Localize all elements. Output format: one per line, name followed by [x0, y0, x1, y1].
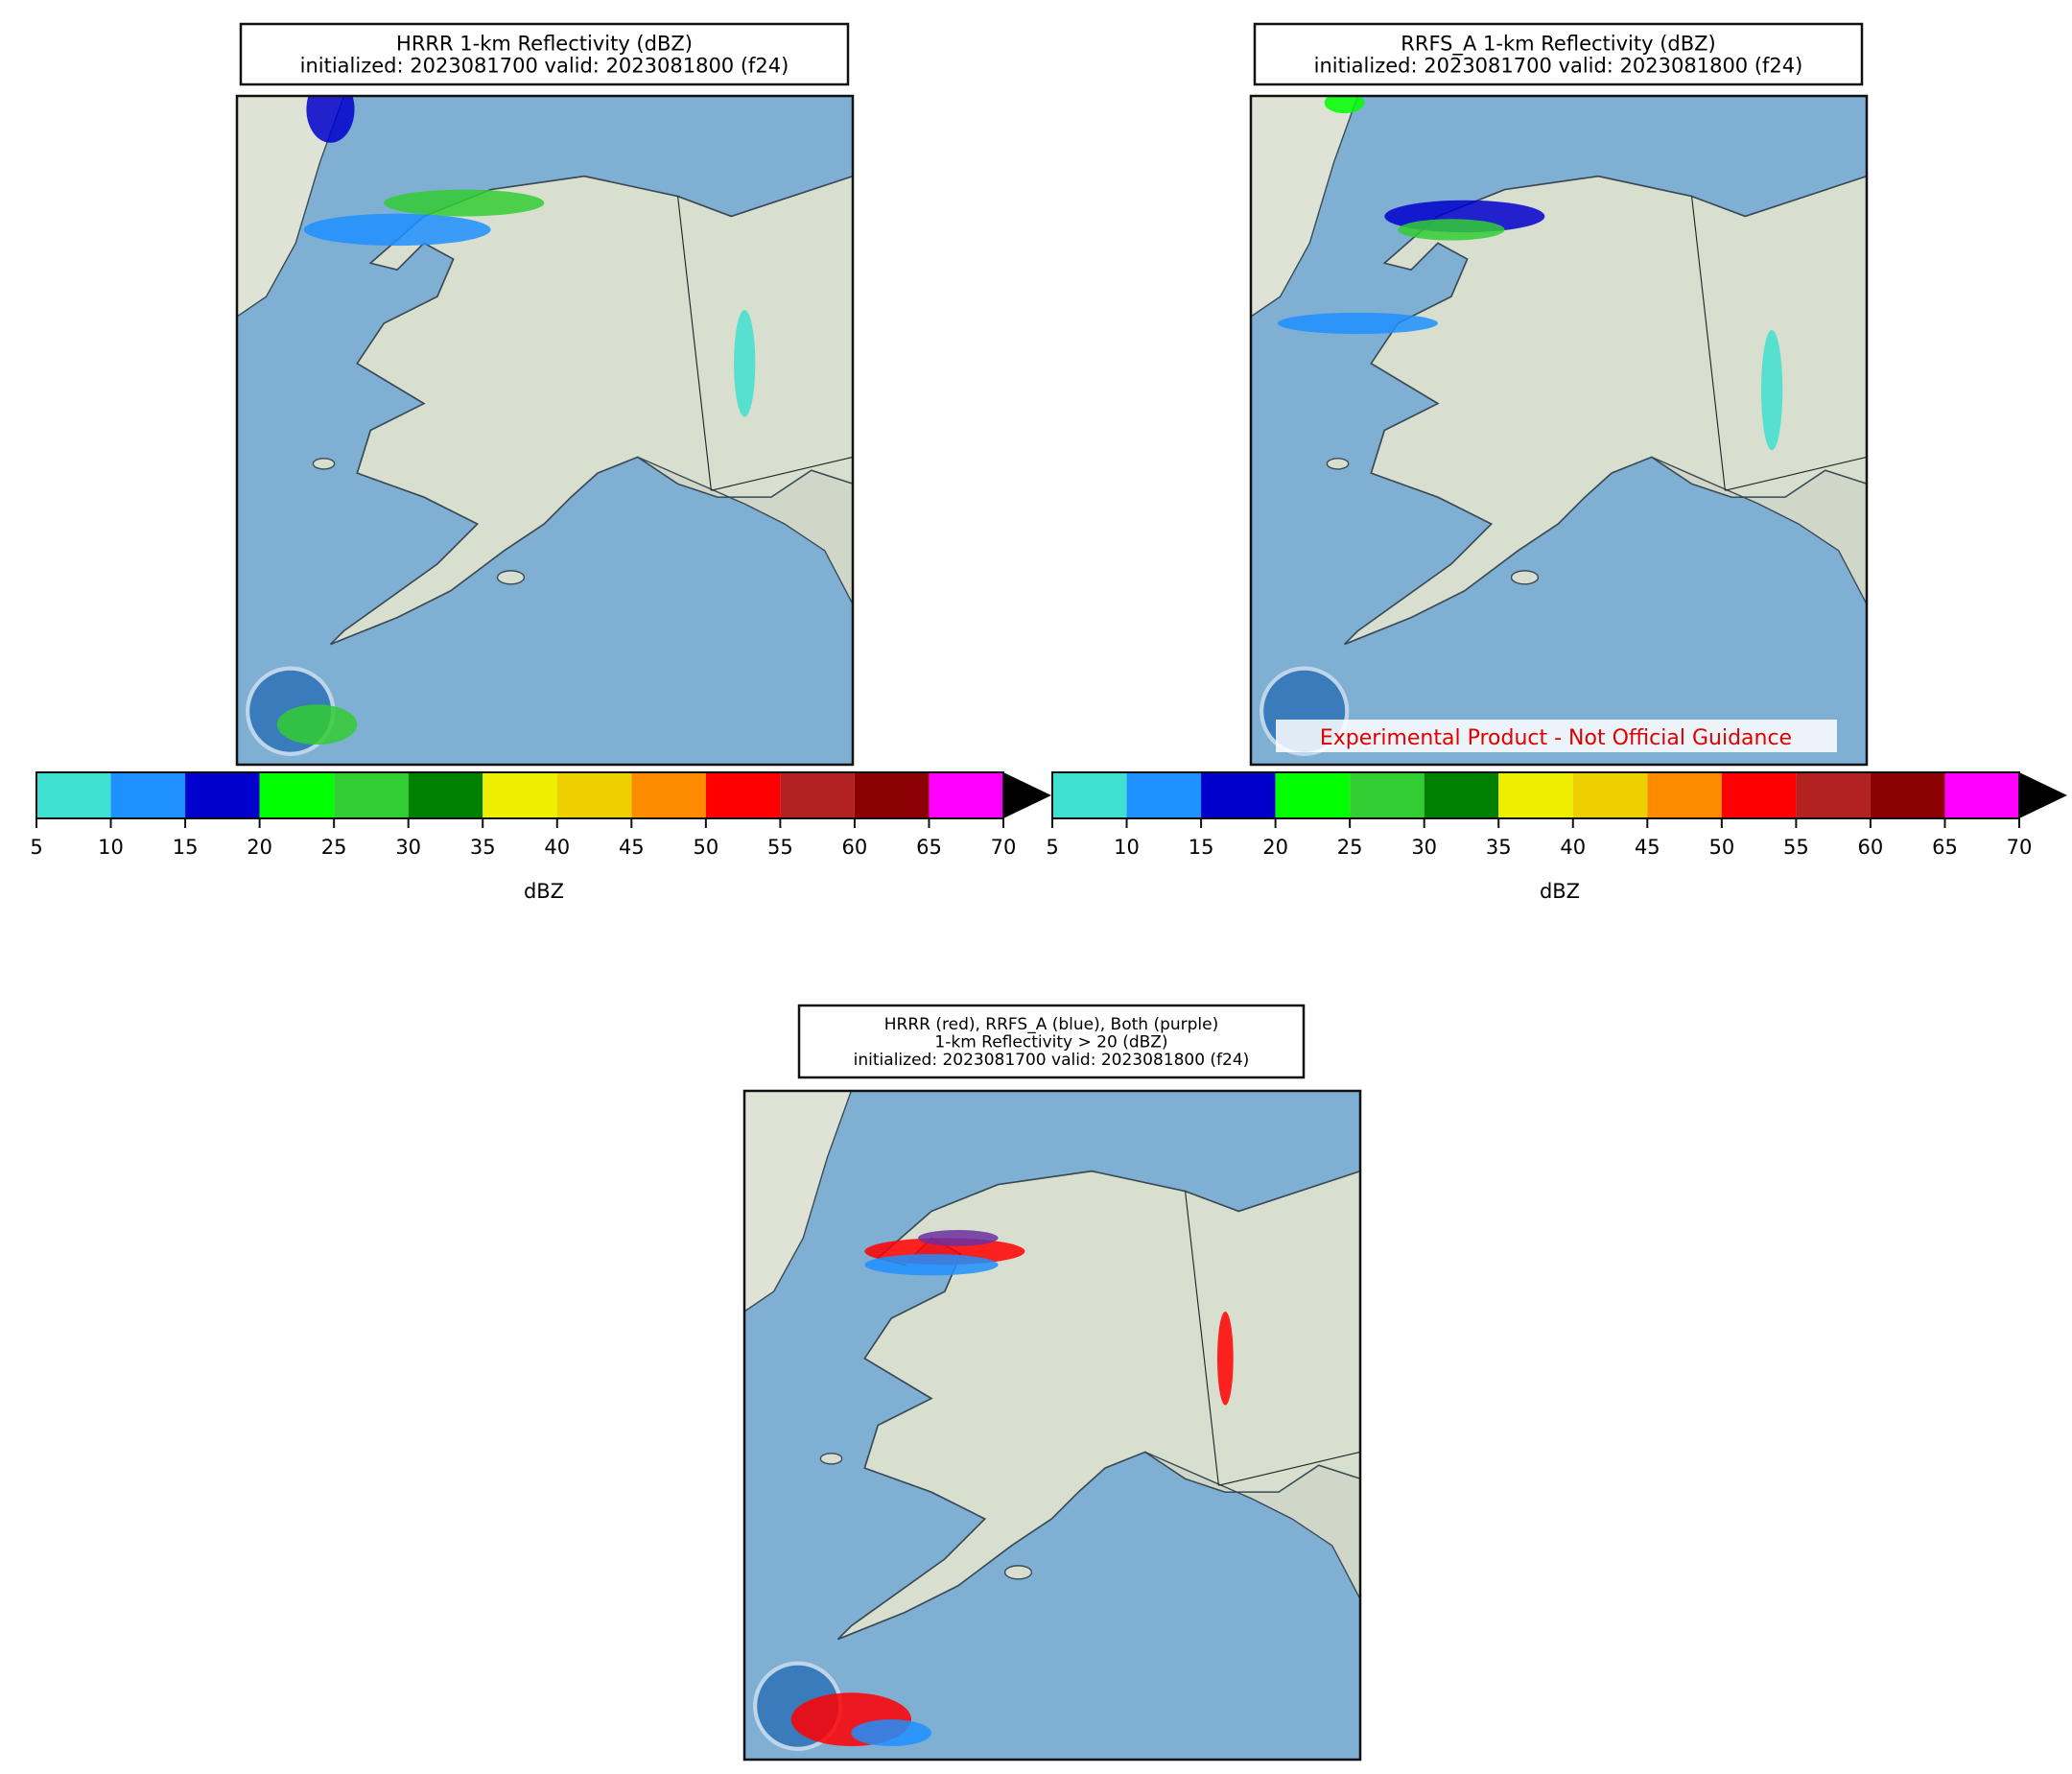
- colorbar-tick-label: 20: [247, 836, 272, 859]
- colorbar-segment: [705, 772, 781, 818]
- colorbar-segment: [1572, 772, 1648, 818]
- basemap: [237, 96, 853, 765]
- map-frame: [1249, 94, 1869, 767]
- colorbar-label: dBZ: [1540, 880, 1580, 903]
- colorbar-segment: [185, 772, 260, 818]
- title-box: [1253, 22, 1864, 86]
- colorbar-segment: [631, 772, 706, 818]
- colorbar-tick-label: 70: [2007, 836, 2033, 859]
- colorbar-segment: [334, 772, 409, 818]
- colorbar-tick-label: 30: [1411, 836, 1437, 859]
- colorbar-segment: [1052, 772, 1127, 818]
- colorbar-segment: [854, 772, 930, 818]
- colorbar-segment: [1721, 772, 1797, 818]
- colorbar-tick-label: 70: [991, 836, 1017, 859]
- colorbar-extend: [2019, 772, 2067, 818]
- colorbar-tick-label: 35: [1486, 836, 1512, 859]
- colorbar-tick-label: 50: [1708, 836, 1734, 859]
- panel-title: 1-km Reflectivity > 20 (dBZ): [934, 1032, 1167, 1052]
- colorbar-tick-label: 65: [916, 836, 942, 859]
- colorbar-label: dBZ: [524, 880, 564, 903]
- colorbar-segment: [1275, 772, 1351, 818]
- precip-area: [1398, 219, 1505, 241]
- colorbar-tick-label: 30: [395, 836, 421, 859]
- colorbar-segment: [556, 772, 632, 818]
- colorbar-tick-label: 60: [1858, 836, 1884, 859]
- colorbar-tick-label: 65: [1932, 836, 1958, 859]
- precip-area: [1216, 1312, 1234, 1406]
- colorbar-segment: [1796, 772, 1871, 818]
- colorbar-tick-label: 55: [767, 836, 793, 859]
- title-box: [239, 22, 850, 86]
- map-frame: [742, 1089, 1362, 1762]
- title-box: [797, 1004, 1306, 1079]
- watermark: Experimental Product - Not Official Guid…: [1320, 726, 1792, 750]
- panel-title: RRFS_A 1-km Reflectivity (dBZ): [1401, 32, 1715, 56]
- precip-area: [734, 310, 756, 417]
- map: [237, 96, 853, 765]
- colorbar-extend: [1003, 772, 1051, 818]
- colorbar-segment: [1870, 772, 1945, 818]
- colorbar-tick-label: 25: [321, 836, 347, 859]
- precip-area: [1324, 96, 1365, 114]
- colorbar-segment: [483, 772, 557, 818]
- precip-area: [384, 189, 545, 217]
- colorbar-tick-label: 45: [1635, 836, 1660, 859]
- colorbar-tick-label: 25: [1337, 836, 1363, 859]
- panel-title: initialized: 2023081700 valid: 202308180…: [300, 54, 789, 77]
- panel-title: initialized: 2023081700 valid: 202308180…: [854, 1051, 1250, 1070]
- panel-title: initialized: 2023081700 valid: 202308180…: [1314, 54, 1803, 77]
- colorbar-tick-label: 40: [544, 836, 570, 859]
- colorbar-frame: [1051, 771, 2020, 819]
- colorbar-tick-label: 55: [1783, 836, 1809, 859]
- colorbar-segment: [1424, 772, 1499, 818]
- watermark-bg: [1276, 720, 1837, 752]
- precip-area: [276, 704, 358, 745]
- colorbar-segment: [408, 772, 483, 818]
- precip-area: [306, 96, 355, 143]
- precip-area: [918, 1229, 999, 1246]
- colorbar-segment: [929, 772, 1003, 818]
- precip-area: [1760, 329, 1783, 451]
- colorbar-tick-label: 60: [842, 836, 868, 859]
- colorbar-tick-label: 10: [98, 836, 124, 859]
- colorbar-segment: [259, 772, 335, 818]
- colorbar-segment: [1647, 772, 1722, 818]
- colorbar-segment: [1126, 772, 1202, 818]
- map: [744, 1091, 1360, 1760]
- colorbar-tick-label: 20: [1262, 836, 1288, 859]
- colorbar-tick-label: 15: [173, 836, 199, 859]
- colorbar-segment: [780, 772, 855, 818]
- colorbar-segment: [110, 772, 186, 818]
- colorbar-tick-label: 15: [1189, 836, 1214, 859]
- colorbar-segment: [1201, 772, 1276, 818]
- colorbar-segment: [1498, 772, 1573, 818]
- map: [1251, 96, 1867, 765]
- basemap: [744, 1091, 1360, 1760]
- panel-title: HRRR (red), RRFS_A (blue), Both (purple): [884, 1015, 1219, 1034]
- colorbar-tick-label: 45: [619, 836, 645, 859]
- colorbar-tick-label: 10: [1114, 836, 1140, 859]
- colorbar-segment: [36, 772, 111, 818]
- colorbar-segment: [1944, 772, 2019, 818]
- colorbar-tick-label: 5: [30, 836, 42, 859]
- map-frame: [235, 94, 855, 767]
- precip-area: [303, 213, 491, 247]
- panel-title: HRRR 1-km Reflectivity (dBZ): [396, 32, 693, 55]
- precip-area: [1277, 312, 1438, 335]
- colorbar-segment: [1350, 772, 1424, 818]
- colorbar-frame: [35, 771, 1004, 819]
- precip-area: [851, 1719, 931, 1747]
- precip-area: [864, 1254, 999, 1276]
- colorbar-tick-label: 50: [693, 836, 718, 859]
- colorbar-tick-label: 5: [1046, 836, 1058, 859]
- colorbar-tick-label: 35: [470, 836, 496, 859]
- colorbar-tick-label: 40: [1560, 836, 1586, 859]
